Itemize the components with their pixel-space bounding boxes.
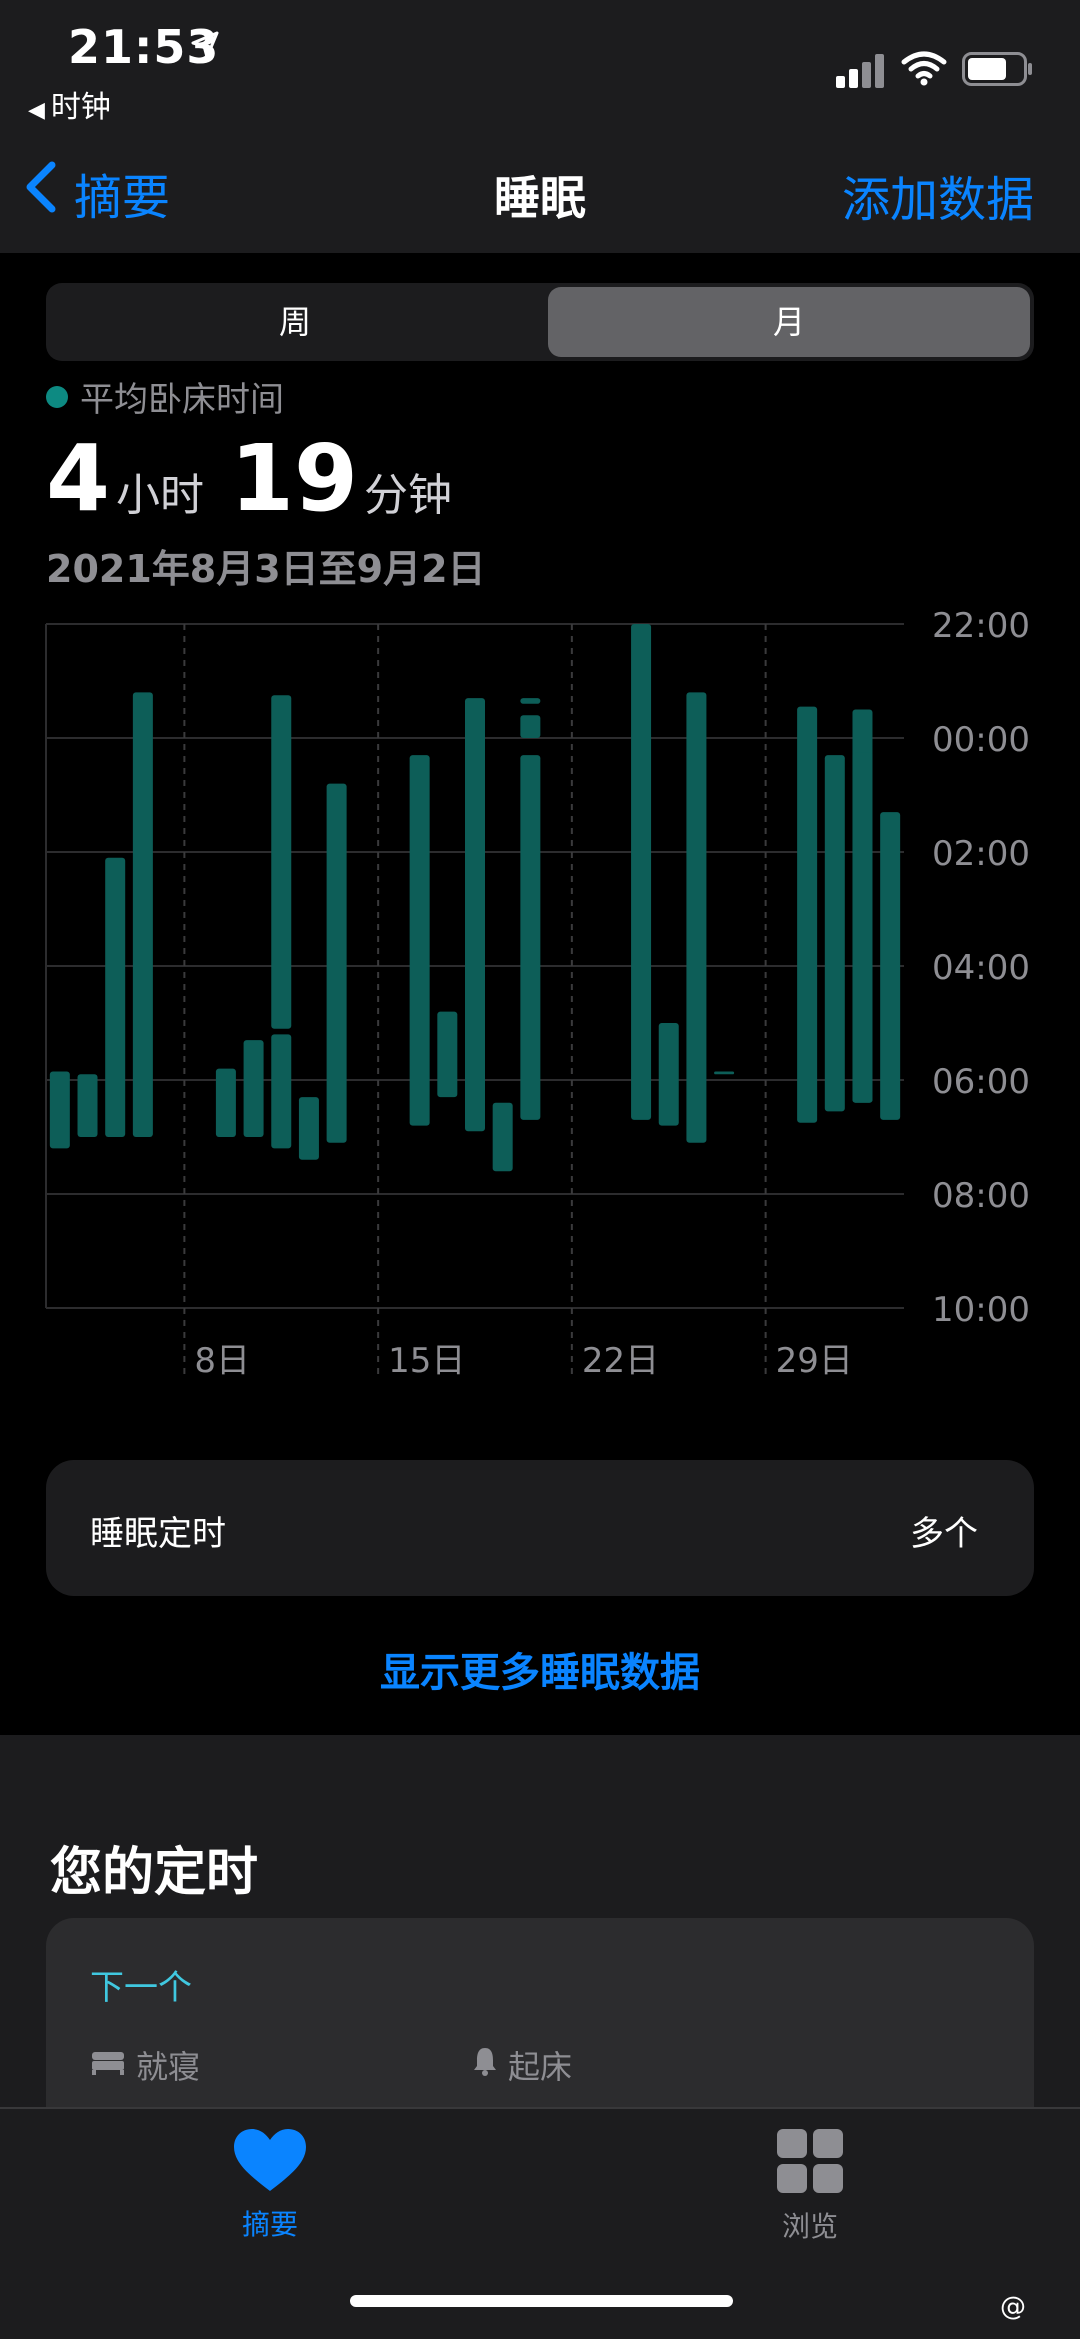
sleep-bar [132,692,153,1137]
date-range: 2021年8月3日至9月2日 [46,547,486,591]
battery-icon [962,52,1034,90]
y-tick-label: 06:00 [932,1062,1030,1102]
legend-dot [46,385,68,408]
sleep-bar [658,1023,679,1126]
next-schedule-card[interactable]: 下一个 就寝 起床 [46,1918,1034,2128]
sleep-bar [105,857,126,1137]
back-triangle-icon: ◀ [28,98,45,123]
y-tick-label: 04:00 [932,948,1030,988]
sleep-bar [520,755,541,1120]
y-tick-label: 08:00 [932,1176,1030,1216]
x-tick-label: 15日 [388,1341,465,1381]
sleep-schedule-row[interactable]: 睡眠定时 多个 [46,1460,1034,1596]
home-indicator[interactable] [350,2295,733,2307]
sleep-bar [465,698,485,1132]
sleep-bar [880,812,901,1120]
sleep-bar [298,1097,319,1160]
sleep-bar [326,783,347,1143]
sleep-bar [271,695,292,1029]
wifi-icon [900,50,948,90]
sleep-bar [686,692,707,1143]
sleep-bar [714,1071,735,1075]
sleep-bar [77,1074,98,1137]
heart-icon [232,2129,308,2197]
grid-icon [775,2129,845,2199]
sleep-bar [409,755,430,1126]
y-tick-label: 10:00 [932,1290,1030,1330]
your-schedule-title: 您的定时 [50,1843,259,1903]
sleep-bar [631,624,652,1120]
avg-hours-unit: 小时 [116,470,205,521]
segment-month[interactable]: 月 [548,287,1030,357]
sleep-schedule-value: 多个 [910,1514,978,1554]
period-segmented-control: 周 月 [46,283,1034,361]
sleep-bar [243,1040,264,1137]
back-to-app-link[interactable]: ◀ 时钟 [28,82,111,126]
add-data-button[interactable]: 添加数据 [841,172,1034,228]
x-tick-label: 29日 [776,1341,853,1381]
bedtime-label: 就寝 [136,2048,201,2086]
status-time: 21:53 [68,20,220,74]
bell-icon [472,2046,498,2084]
cellular-signal-icon [836,54,888,92]
wake-row: 起床 [472,2042,572,2088]
legend-label: 平均卧床时间 [80,380,284,420]
page-title: 睡眠 [494,171,586,225]
avg-minutes-unit: 分钟 [364,470,453,521]
y-tick-label: 00:00 [932,720,1030,760]
x-tick-label: 22日 [582,1341,659,1381]
y-tick-label: 22:00 [932,610,1030,646]
location-arrow-icon [190,30,220,64]
sleep-bar [215,1068,236,1137]
bed-icon [90,2046,126,2084]
watermark: @ [1000,2292,1026,2322]
avg-hours: 4 [46,425,111,532]
bedtime-row: 就寝 [90,2042,200,2088]
sleep-bar [852,752,873,1103]
tab-summary-label: 摘要 [241,2208,298,2241]
sleep-bar [437,1011,458,1098]
sleep-bar [492,1102,513,1172]
sleep-bar [824,755,845,1112]
sleep-bar [520,698,541,704]
tab-browse-label: 浏览 [781,2210,838,2243]
y-tick-label: 02:00 [932,834,1030,874]
tab-summary[interactable]: 摘要 [210,2127,330,2243]
tab-browse[interactable]: 浏览 [750,2127,870,2245]
avg-minutes: 19 [230,425,359,532]
wake-label: 起床 [508,2048,573,2086]
sleep-bar [797,706,818,1123]
sleep-bar [520,715,541,738]
chart-legend: 平均卧床时间 [46,372,284,421]
back-label: 摘要 [74,170,171,226]
segment-week[interactable]: 周 [278,303,311,341]
sleep-chart[interactable]: 22:00 00:00 02:00 04:00 06:00 08:00 10:00 8日 15日… [0,610,1080,1390]
sleep-bar [271,1034,292,1149]
top-bar [0,0,1080,253]
sleep-bar [49,1071,70,1149]
show-more-sleep-data-link[interactable]: 显示更多睡眠数据 [380,1650,700,1696]
next-label: 下一个 [90,1968,192,2008]
sleep-schedule-label: 睡眠定时 [90,1514,226,1554]
average-time-in-bed: 4 小时 19 分钟 [46,425,478,532]
back-app-label: 时钟 [50,90,111,125]
chevron-left-icon [22,159,62,227]
back-button[interactable]: 摘要 [22,158,170,228]
x-tick-label: 8日 [194,1341,250,1381]
